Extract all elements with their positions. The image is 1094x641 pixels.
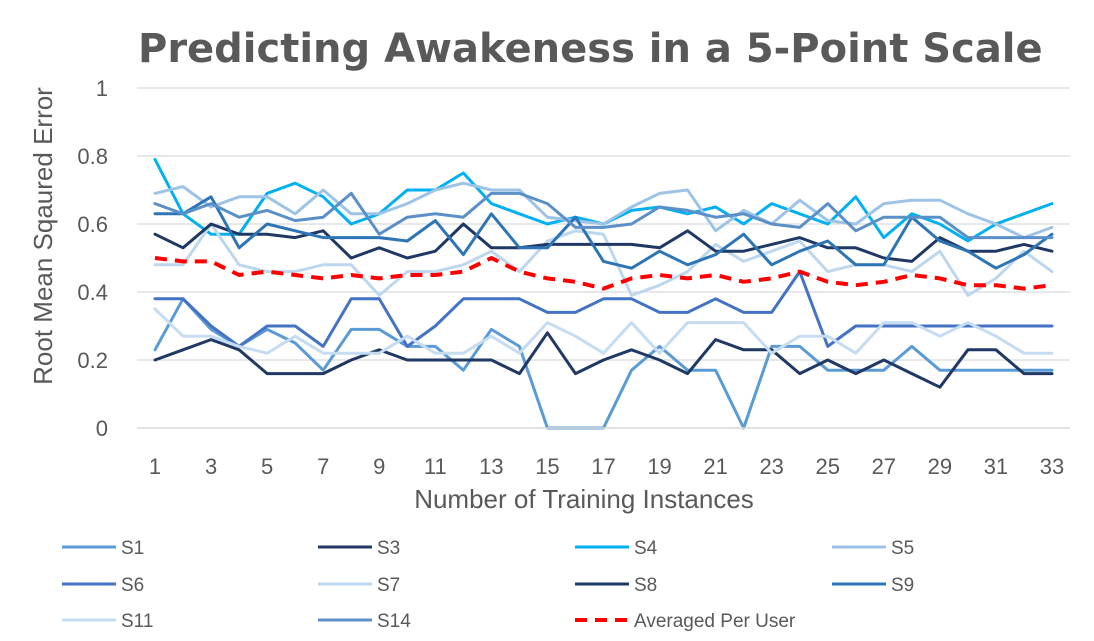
legend-label: Averaged Per User	[634, 611, 796, 632]
x-tick-label: 17	[591, 454, 615, 479]
y-tick-label: 0.4	[77, 280, 108, 305]
x-tick-label: 25	[816, 454, 840, 479]
legend-label: S4	[634, 538, 658, 559]
x-tick-label: 3	[205, 454, 217, 479]
x-tick-label: 15	[535, 454, 559, 479]
x-tick-label: 11	[424, 454, 447, 479]
series-line-s1	[153, 297, 1054, 430]
legend-label: S8	[634, 575, 657, 596]
x-tick-label: 13	[479, 454, 503, 479]
y-tick-label: 1	[96, 76, 108, 101]
y-axis-ticks: 0 0.2 0.4 0.6 0.8 1	[77, 76, 108, 441]
x-tick-label: 1	[149, 454, 161, 479]
x-tick-label: 29	[928, 454, 952, 479]
y-tick-label: 0	[96, 416, 108, 441]
x-tick-label: 23	[759, 454, 783, 479]
x-tick-label: 19	[647, 454, 671, 479]
legend-label: S7	[377, 575, 400, 596]
y-tick-label: 0.8	[77, 144, 108, 169]
legend-label: S3	[377, 538, 400, 559]
series-line-s11	[153, 307, 1054, 355]
x-axis-label: Number of Training Instances	[414, 484, 754, 514]
legend-label: S5	[891, 538, 914, 559]
series-line-averaged-per-user	[154, 256, 1053, 291]
series-line-s6	[153, 270, 1054, 348]
series-line-s3	[153, 331, 1054, 389]
legend-label: S14	[377, 611, 411, 632]
y-axis-label: Root Mean Sqaured Error	[28, 87, 58, 385]
series-line-s7	[153, 222, 1054, 297]
x-tick-label: 5	[261, 454, 273, 479]
legend-label: S11	[121, 611, 153, 632]
x-tick-label: 31	[984, 454, 1008, 479]
x-tick-label: 7	[317, 454, 329, 479]
series-line-s9	[153, 195, 1054, 270]
legend: S1 S3 S4 S5 S6 S7 S8 S9 S11 S14 Averaged Per User	[62, 538, 914, 632]
series-lines	[153, 157, 1054, 430]
x-tick-label: 9	[373, 454, 385, 479]
legend-label: S1	[121, 538, 144, 559]
series-line-s14	[153, 191, 1054, 240]
series-line-s8	[153, 222, 1054, 263]
y-tick-label: 0.6	[77, 212, 108, 237]
x-tick-label: 21	[703, 454, 727, 479]
y-tick-label: 0.2	[77, 348, 108, 373]
legend-label: S6	[121, 575, 144, 596]
x-tick-label: 27	[872, 454, 896, 479]
x-axis-ticks: 1 3 5 7 9 11 13 15 17 19 21 23 25 27 29 31 33	[149, 454, 1064, 479]
legend-label: S9	[891, 575, 914, 596]
chart-title: Predicting Awakeness in a 5-Point Scale	[138, 26, 1043, 72]
x-tick-label: 33	[1040, 454, 1064, 479]
series-line-s5	[153, 181, 1054, 240]
